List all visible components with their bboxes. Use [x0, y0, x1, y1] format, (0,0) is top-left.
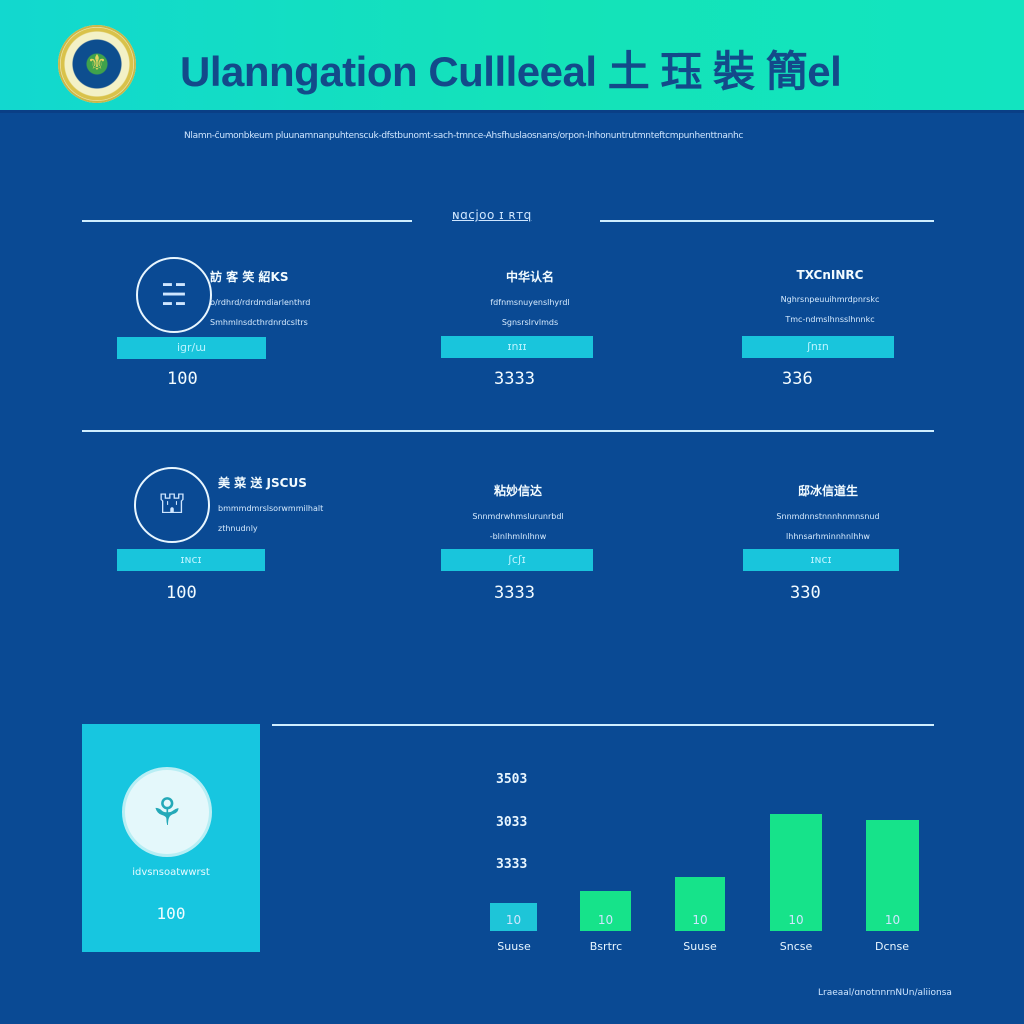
card-3-info: TXCnINRC Nghrsnpeuuihmrdpnrskc Tmc-ndmsl… — [740, 268, 920, 330]
card-4-value: 100 — [166, 583, 197, 603]
card-6-info: 邸冰信道生 Snnmdnnstnnnhnmnsnud lhhnsarhminnh… — [738, 482, 918, 547]
card-3-button[interactable]: ʃnɪn — [742, 336, 894, 358]
divider — [272, 724, 934, 726]
divider — [82, 430, 934, 432]
chart-bar[interactable]: 10 — [770, 814, 822, 931]
bar-label: 10 — [597, 913, 614, 927]
card-desc: Nghrsnpeuuihmrdpnrskc — [780, 295, 880, 304]
card-desc: fdfnmsnuyenslhyrdl — [490, 298, 570, 307]
card-name: 粘妙信达 — [493, 484, 542, 498]
chart-bar[interactable]: 10 — [490, 903, 537, 931]
card-desc: b/rdhrd/rdrdmdiarlenthrd — [210, 298, 311, 307]
divider — [82, 220, 412, 222]
x-axis-label: Sncse — [779, 940, 813, 953]
chart-bar[interactable]: 10 — [580, 891, 631, 931]
card-name: 訪 客 笑 紹KS — [210, 270, 289, 284]
card-4-button[interactable]: ɪɴcɪ — [117, 549, 265, 571]
card-6-button[interactable]: ɪɴcɪ — [743, 549, 899, 571]
footer-text: Lraeaal/ɑnotnnrnNUn/aliionsa — [818, 988, 952, 998]
card-name: 邸冰信道生 — [797, 484, 858, 498]
page-title: Ulanngation Cullleeal 土 珏 裝 簡el — [180, 48, 842, 95]
card-desc: lhhnsarhminnhnlhhw — [786, 532, 870, 541]
card-name: TXCnINRC — [796, 268, 864, 282]
bar-label: 10 — [788, 913, 804, 927]
card-desc: -blnlhmlnlhnw — [489, 532, 547, 541]
bar-label: 10 — [692, 913, 708, 927]
subtitle-text: Nlamn-ĉumonbkeum pluunamnanpuhtenscuk-df… — [184, 131, 744, 141]
y-tick-label: 3333 — [496, 857, 528, 872]
x-axis-label: Suuse — [497, 940, 531, 953]
summary-card[interactable]: ⚘ idvsnsoatwwrst 100 — [82, 724, 260, 952]
card-1-info: 訪 客 笑 紹KS b/rdhrd/rdrdmdiarlenthrd Smhml… — [210, 268, 390, 333]
x-axis-label: Bsrtrc — [589, 940, 623, 953]
card-desc: bmmmdmrslsorwmmilhalt — [218, 504, 324, 513]
divider — [600, 220, 934, 222]
card-desc: zthnudnly — [218, 524, 258, 533]
card-1-value: 100 — [167, 369, 198, 389]
card-6-value: 330 — [790, 583, 821, 603]
emblem-seal-icon: ⚜ — [58, 25, 136, 103]
section-label: ɴɑcjoo ɪ ʀᴛq — [452, 208, 532, 222]
bar-label: 10 — [884, 913, 901, 927]
card-2-value: 3333 — [494, 369, 535, 389]
card-5-button[interactable]: ʃcʃɪ — [441, 549, 593, 571]
summary-value: 100 — [156, 904, 186, 923]
card-name: 中华认名 — [505, 270, 554, 284]
emblem-seal-icon: ⚘ — [122, 767, 212, 857]
card-5-value: 3333 — [494, 583, 535, 603]
y-tick-label: 3033 — [496, 815, 528, 830]
card-desc: Snnmdrwhmslurunrbdl — [472, 512, 564, 521]
card-4-info: 美 菜 送 JSCUS bmmmdmrslsorwmmilhalt zthnud… — [218, 474, 398, 539]
card-name: 美 菜 送 JSCUS — [218, 476, 307, 490]
card-desc: Snnmdnnstnnnhnmnsnud — [776, 512, 880, 521]
bar-label: 10 — [505, 913, 522, 927]
x-axis-label: Dcnse — [875, 940, 909, 953]
category-emblem-icon: ☵ — [136, 257, 212, 333]
category-emblem-icon: ⛫ — [134, 467, 210, 543]
card-desc: Tmc-ndmslhnsslhnnkc — [785, 315, 875, 324]
card-2-button[interactable]: ɪnɪɪ — [441, 336, 593, 358]
summary-label: idvsnsoatwwrst — [132, 867, 210, 878]
card-desc: Smhmlnsdcthrdnrdcsltrs — [210, 318, 308, 327]
x-axis-label: Suuse — [683, 940, 717, 953]
card-1-button[interactable]: iɡr/ɯ — [117, 337, 266, 359]
chart-bar[interactable]: 10 — [675, 877, 725, 931]
header-banner: ⚜ Ulanngation Cullleeal 土 珏 裝 簡el — [0, 0, 1024, 113]
y-tick-label: 3503 — [496, 772, 528, 787]
card-5-info: 粘妙信达 Snnmdrwhmslurunrbdl -blnlhmlnlhnw — [428, 482, 608, 547]
card-desc: Sgnsrslrvlmds — [501, 318, 559, 327]
card-2-info: 中华认名 fdfnmsnuyenslhyrdl Sgnsrslrvlmds — [440, 268, 620, 333]
card-3-value: 336 — [782, 369, 813, 389]
chart-bar[interactable]: 10 — [866, 820, 919, 931]
